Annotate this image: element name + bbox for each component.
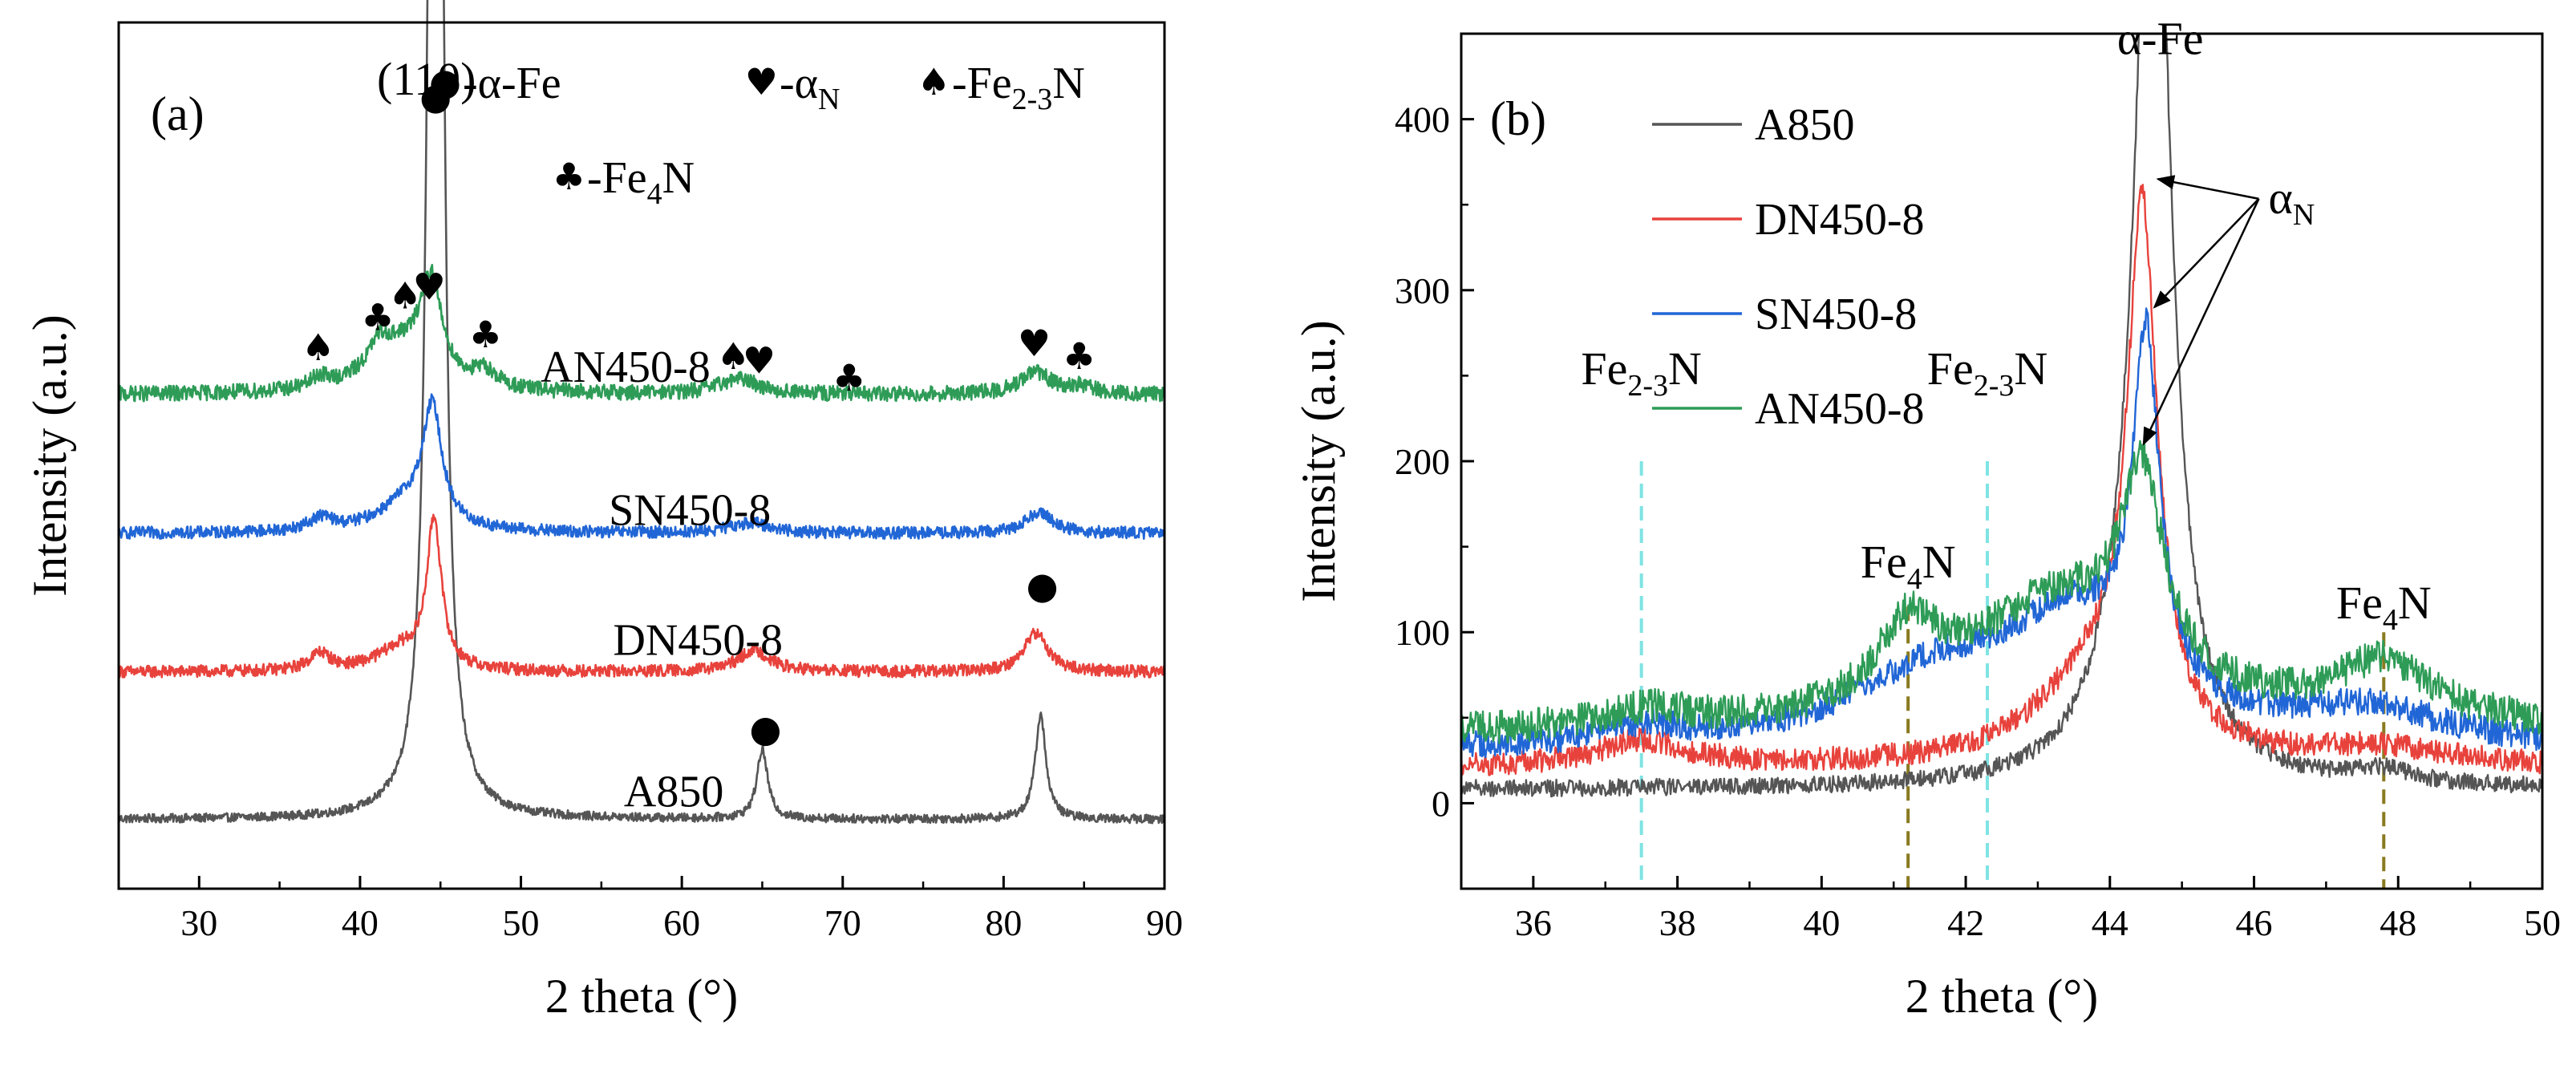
reference-label-fe4n: Fe4N: [1861, 536, 1956, 596]
alpha-fe-legend-symbol: ●: [429, 60, 461, 103]
x-tick-label: 36: [1515, 902, 1552, 943]
y-tick-label: 300: [1395, 270, 1450, 311]
panel-b-alpha-n-arrows: [2142, 175, 2260, 446]
phase-marker: ♥: [743, 338, 776, 382]
series-label-an450-8: AN450-8: [541, 342, 711, 392]
series-line-an450-8: [1461, 440, 2542, 744]
panel-b-x-axis-label: 2 theta (°): [1906, 970, 2099, 1023]
y-tick-label: 200: [1395, 441, 1450, 482]
legend-label-an450-8: AN450-8: [1755, 384, 1925, 434]
reference-label-fe2-3n: Fe2-3N: [1581, 342, 1702, 403]
phase-marker: ♠: [717, 334, 750, 378]
panel-b-x-ticks: 36 38 40 42 44 46 48 50: [1460, 876, 2561, 943]
panel-b-reference-labels: Fe2-3N Fe2-3N Fe4N Fe4N: [1581, 342, 2431, 637]
alpha-fe-legend-text: -α-Fe: [463, 59, 561, 108]
x-tick-label: 42: [1947, 902, 1984, 943]
reference-label-fe4n: Fe4N: [2336, 577, 2432, 637]
fe4n-legend-symbol: ♣: [553, 155, 585, 198]
phase-marker: ♣: [1063, 334, 1096, 378]
legend-label-sn450-8: SN450-8: [1755, 290, 1917, 339]
phase-marker: ♣: [832, 356, 865, 399]
alpha-n-arrow: [2156, 175, 2259, 201]
panel-b-y-axis-label: Intensity (a.u.): [1292, 320, 1345, 602]
x-tick-label: 44: [2092, 902, 2128, 943]
panel-b-series: [1461, 34, 2542, 798]
peak-110-label: (110): [377, 53, 476, 105]
series-line-sn450-8: [118, 393, 1166, 541]
panel-a-y-axis-label: Intensity (a.u.): [23, 314, 76, 597]
panel-a-markers: ●♥♠♣♠♣ ♠♥ ♣♥ ♣●●: [302, 75, 1096, 750]
panel-a: 30 40 50 60 70 80 90 ●♥♠♣♠♣ ♠♥ ♣♥ ♣●● A850DN450-8…: [23, 0, 1183, 1023]
panel-b-y-ticks: 0 100 200 300 400: [1395, 32, 1474, 890]
x-tick-label: 50: [2524, 902, 2561, 943]
phase-marker: ♣: [469, 313, 502, 356]
x-tick-label: 48: [2380, 902, 2416, 943]
series-line-a850: [1461, 34, 2542, 798]
x-tick-label: 40: [1803, 902, 1840, 943]
fe2-3n-legend-symbol: ♠: [917, 60, 950, 103]
alpha-n-peak-label: αN: [2269, 172, 2315, 232]
panel-a-series: [117, 0, 1166, 825]
panel-b-legend: A850 DN450-8 SN450-8 AN450-8: [1652, 100, 1925, 434]
phase-marker: ♥: [1018, 322, 1051, 365]
x-tick-label: 30: [180, 902, 217, 943]
panel-a-x-axis-label: 2 theta (°): [545, 970, 739, 1023]
legend-label-dn450-8: DN450-8: [1755, 195, 1925, 245]
x-tick-label: 80: [985, 902, 1022, 943]
series-line-a850: [117, 0, 1166, 825]
reference-label-fe2-3n: Fe2-3N: [1927, 342, 2048, 403]
panel-a-x-ticks: 30 40 50 60 70 80 90: [117, 876, 1183, 943]
legend-label-a850: A850: [1755, 100, 1854, 150]
x-tick-label: 50: [503, 902, 540, 943]
x-tick-label: 40: [342, 902, 379, 943]
phase-marker: ●: [1026, 564, 1058, 607]
x-tick-label: 90: [1146, 902, 1183, 943]
panel-b-label: (b): [1490, 92, 1546, 145]
panel-a-symbol-legend: ● -α-Fe ♥ -αN ♠ -Fe2-3N ♣ -Fe4N: [429, 59, 1085, 211]
alpha-fe-peak-label: α-Fe: [2117, 13, 2204, 65]
fe4n-legend-text: -Fe4N: [587, 153, 695, 211]
alpha-n-arrow: [2142, 198, 2260, 446]
fe2-3n-legend-text: -Fe2-3N: [952, 59, 1085, 116]
phase-marker: ♣: [361, 295, 394, 338]
y-tick-label: 100: [1395, 612, 1450, 653]
alpha-n-legend-text: -αN: [780, 59, 840, 116]
x-tick-label: 46: [2236, 902, 2273, 943]
phase-marker: ●: [419, 75, 452, 118]
phase-marker: ●: [749, 707, 781, 750]
series-line-dn450-8: [117, 513, 1166, 679]
x-tick-label: 60: [663, 902, 700, 943]
panel-a-frame: [117, 21, 1166, 890]
series-label-dn450-8: DN450-8: [613, 615, 783, 665]
panel-a-series-labels: A850 DN450-8 SN450-8 AN450-8: [541, 342, 783, 817]
series-label-a850: A850: [624, 767, 723, 817]
y-tick-label: 400: [1395, 99, 1450, 140]
alpha-n-legend-symbol: ♥: [745, 60, 778, 103]
phase-marker: ♥: [413, 265, 446, 309]
phase-marker: ♠: [302, 326, 334, 369]
phase-marker: ♠: [388, 274, 421, 317]
alpha-n-arrow: [2153, 197, 2260, 309]
panel-a-label: (a): [151, 87, 205, 140]
x-tick-label: 70: [824, 902, 861, 943]
series-line-dn450-8: [1461, 183, 2542, 776]
series-line-an450-8: [117, 263, 1166, 403]
series-label-sn450-8: SN450-8: [609, 485, 771, 535]
x-tick-label: 38: [1659, 902, 1696, 943]
y-tick-label: 0: [1432, 783, 1450, 824]
